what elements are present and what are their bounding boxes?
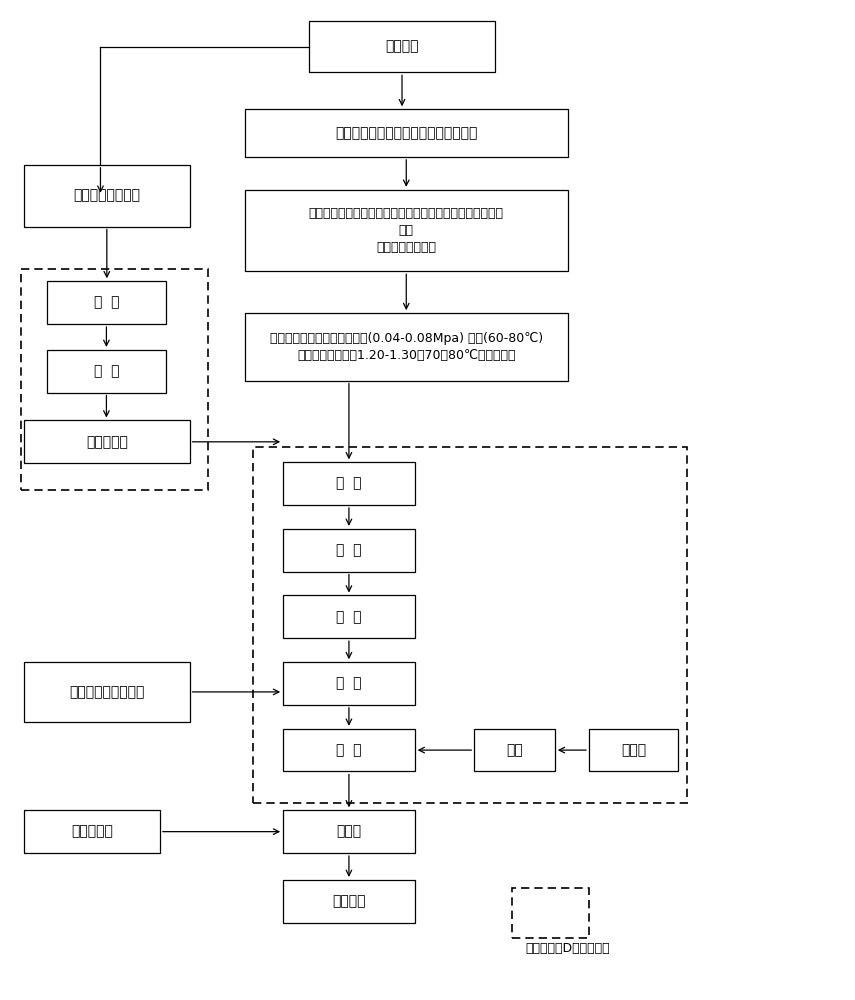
Bar [245,109,568,157]
Bar [24,810,160,853]
Text: 外包装材料: 外包装材料 [71,825,113,839]
Text: 总  混: 总 混 [336,676,362,690]
Text: 细  粉: 细 粉 [94,364,119,378]
Text: 清洁: 清洁 [506,743,523,757]
Bar [253,447,687,803]
Text: 分  装: 分 装 [336,743,362,757]
Text: 整  粒: 整 粒 [336,610,362,624]
Text: 备料加工: 备料加工 [386,40,419,54]
Bar [283,880,415,923]
Bar [309,21,495,72]
Text: 粉  碎: 粉 碎 [94,296,119,310]
Bar [283,595,415,638]
Bar [24,165,190,227]
Bar [245,313,568,381]
Bar [475,729,555,771]
Bar [589,729,678,771]
Bar [245,190,568,271]
Bar [512,888,589,938]
Bar [47,350,166,393]
Bar [283,462,415,505]
Text: 注：框内为D级洁净区域: 注：框内为D级洁净区域 [525,942,610,955]
Text: 合并煎液，滤过，滤液再减压(0.04-0.08Mpa) 温度(60-80℃)
浓缩成相对密度为1.20-1.30（70～80℃）的浸膏。: 合并煎液，滤过，滤液再减压(0.04-0.08Mpa) 温度(60-80℃) 浓… [269,332,543,362]
Bar [283,729,415,771]
Bar [283,662,415,705]
Bar [21,269,209,490]
Text: 成品入库: 成品入库 [333,894,366,908]
Bar [47,281,166,324]
Text: 复合膜: 复合膜 [621,743,646,757]
Text: 明的发加入提取物料重量的２０～４０倍饮用水煎煮１～３
次，
每次１～２小时。: 明的发加入提取物料重量的２０～４０倍饮用水煎煮１～３ 次， 每次１～２小时。 [309,207,504,254]
Text: 制  粒: 制 粒 [336,477,362,491]
Text: 挥发性辅料，喷加。: 挥发性辅料，喷加。 [69,685,144,699]
Text: 辅料、食品添加剂: 辅料、食品添加剂 [74,189,140,203]
Text: 外包装: 外包装 [336,825,362,839]
Text: 微生物检测: 微生物检测 [86,435,127,449]
Text: 罗汉果、荷叶、凉粉草、蒲公英、甘草: 罗汉果、荷叶、凉粉草、蒲公英、甘草 [335,126,477,140]
Bar [283,529,415,572]
Text: 干  燥: 干 燥 [336,543,362,557]
Bar [283,810,415,853]
Bar [24,420,190,463]
Bar [24,662,190,722]
